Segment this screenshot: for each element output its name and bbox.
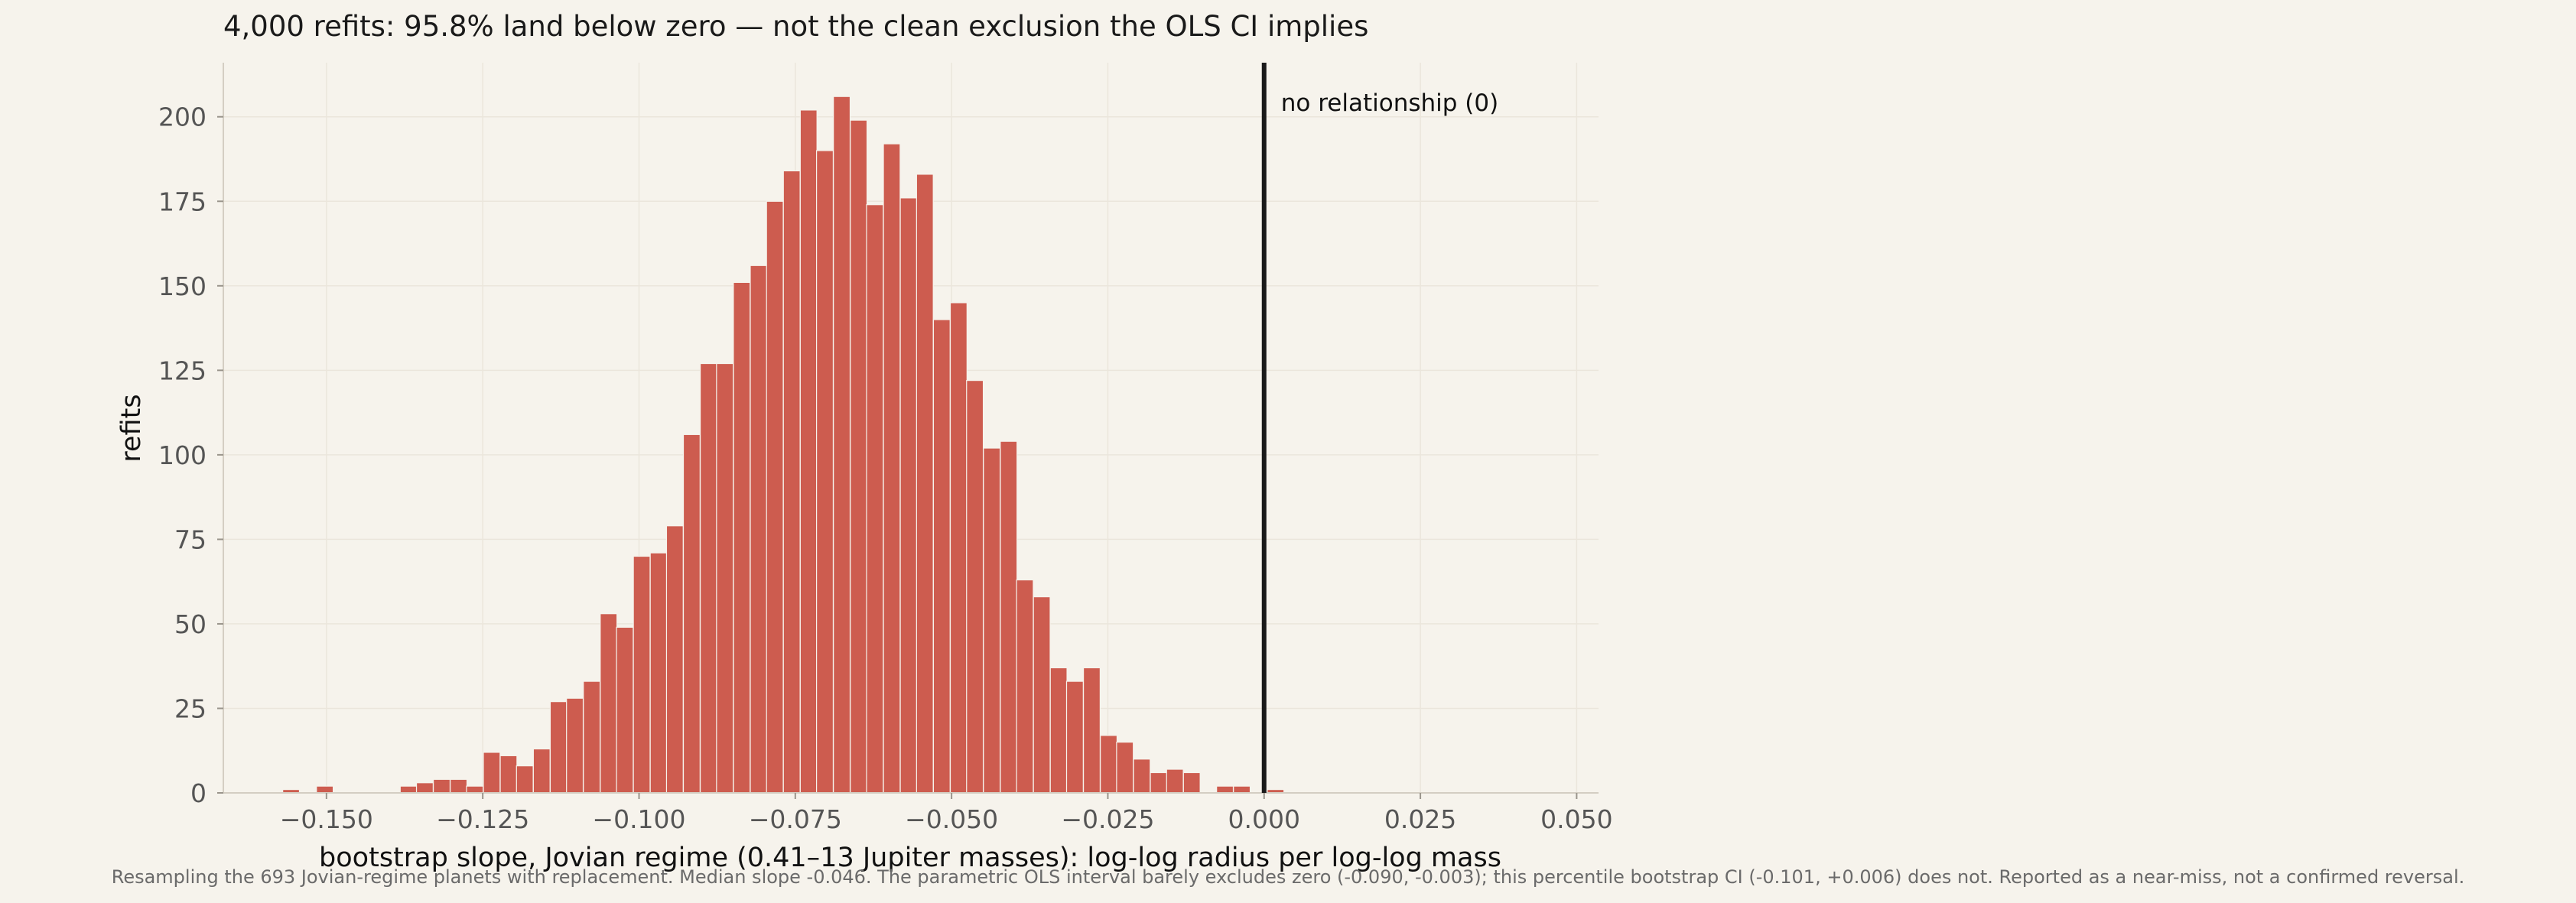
- histogram-bar: [716, 362, 734, 794]
- chart-caption: Resampling the 693 Jovian-regime planets…: [112, 866, 2465, 888]
- histogram-bar: [450, 778, 468, 794]
- histogram-bar: [1082, 667, 1101, 794]
- histogram-bar: [616, 626, 634, 794]
- histogram-bar: [1000, 440, 1018, 794]
- histogram-bar: [399, 785, 418, 794]
- x-tick-label: −0.075: [749, 804, 842, 834]
- histogram-bar: [665, 525, 684, 794]
- histogram-bar: [782, 170, 801, 794]
- histogram-bar: [949, 302, 968, 794]
- histogram-bar: [499, 755, 518, 794]
- y-tick-label: 50: [174, 609, 207, 639]
- histogram-bar: [866, 204, 884, 794]
- histogram-bar: [583, 680, 601, 794]
- histogram-bar: [699, 362, 718, 794]
- y-tick-label: 175: [158, 187, 207, 216]
- y-tick-label: 100: [158, 440, 207, 470]
- histogram-bar: [899, 197, 918, 794]
- histogram-bar: [1150, 771, 1168, 794]
- histogram-bar: [516, 765, 534, 794]
- histogram-bar: [549, 701, 568, 794]
- zero-reference-label: no relationship (0): [1281, 89, 1498, 117]
- histogram-bar: [1216, 785, 1234, 794]
- x-tick-label: −0.050: [905, 804, 998, 834]
- histogram-bar: [766, 200, 784, 794]
- histogram-bar: [1182, 771, 1201, 794]
- histogram-bar: [532, 748, 551, 794]
- x-tick-label: −0.125: [436, 804, 529, 834]
- bars: [282, 96, 1285, 794]
- histogram-bar: [633, 555, 651, 794]
- y-tick-label: 75: [174, 525, 207, 554]
- histogram-bar: [1049, 667, 1068, 794]
- histogram-bar: [682, 434, 701, 794]
- histogram-bar: [750, 265, 768, 794]
- histogram-bar: [833, 96, 851, 794]
- histogram-bar: [966, 380, 984, 794]
- y-tick-label: 200: [158, 102, 207, 132]
- x-tick-label: −0.025: [1061, 804, 1154, 834]
- x-tick-label: 0.000: [1228, 804, 1300, 834]
- y-tick-label: 25: [174, 693, 207, 723]
- zero-annotation: no relationship (0): [1261, 63, 1498, 793]
- y-tick-label: 150: [158, 271, 207, 301]
- histogram-bar: [433, 778, 451, 794]
- y-axis-label: refits: [116, 394, 147, 462]
- histogram-bar: [799, 109, 818, 794]
- histogram-bar: [483, 752, 501, 794]
- y-tick-label: 0: [190, 778, 207, 808]
- x-tick-label: −0.100: [592, 804, 685, 834]
- histogram-bar: [466, 785, 484, 794]
- histogram-bar: [916, 174, 934, 794]
- chart-title: 4,000 refits: 95.8% land below zero — no…: [223, 10, 1368, 43]
- histogram-bar: [649, 552, 668, 794]
- histogram-bar: [1033, 596, 1051, 794]
- x-axis-label: bootstrap slope, Jovian regime (0.41–13 …: [319, 843, 1501, 873]
- x-tick-label: 0.025: [1384, 804, 1456, 834]
- histogram-bar: [932, 319, 951, 794]
- histogram-bar: [983, 447, 1001, 794]
- x-tick-label: −0.150: [280, 804, 373, 834]
- histogram-bar: [1166, 768, 1184, 794]
- histogram-bar: [1233, 785, 1251, 794]
- histogram-bar: [1016, 579, 1034, 794]
- histogram-bar: [733, 281, 751, 794]
- x-tick-label: 0.050: [1540, 804, 1612, 834]
- histogram-bar: [600, 613, 618, 794]
- histogram-bar: [316, 785, 334, 794]
- histogram-bar: [1100, 735, 1118, 794]
- y-tick-label: 125: [158, 356, 207, 385]
- histogram-bar: [415, 782, 434, 794]
- axes: −0.150 −0.125 −0.100 −0.075 −0.050 −0.025 0.00…: [158, 63, 1613, 834]
- histogram-bar: [566, 697, 584, 794]
- histogram-bar: [1065, 680, 1084, 794]
- histogram-bar: [850, 119, 868, 794]
- histogram-bar: [815, 150, 834, 794]
- histogram-bar: [883, 143, 901, 794]
- histogram-bar: [1116, 742, 1134, 794]
- histogram-bar: [1133, 758, 1151, 794]
